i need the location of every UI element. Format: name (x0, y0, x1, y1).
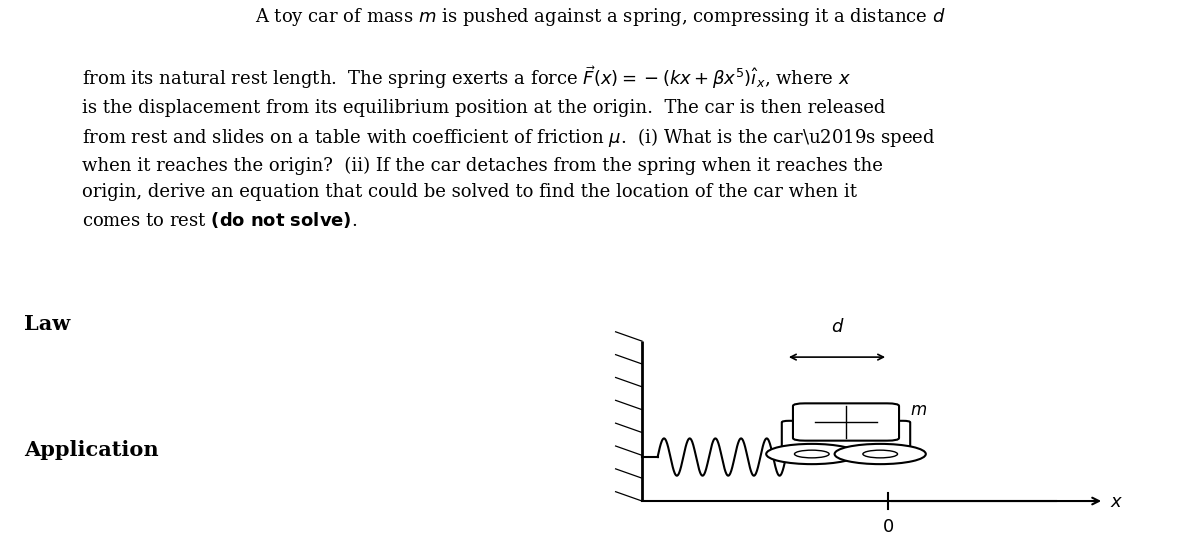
Circle shape (863, 450, 898, 458)
Text: $d$: $d$ (830, 318, 845, 336)
Text: $x$: $x$ (1110, 494, 1123, 511)
Text: $m$: $m$ (910, 402, 926, 419)
Text: from its natural rest length.  The spring exerts a force $\vec{F}(x) = -(kx + \b: from its natural rest length. The spring… (82, 64, 935, 230)
Circle shape (835, 444, 926, 464)
Text: Application: Application (24, 440, 158, 460)
FancyBboxPatch shape (782, 421, 910, 458)
Text: Law: Law (24, 314, 71, 335)
Text: A toy car of mass $m$ is pushed against a spring, compressing it a distance $d$: A toy car of mass $m$ is pushed against … (254, 6, 946, 28)
Circle shape (766, 444, 857, 464)
Text: $0$: $0$ (882, 518, 894, 533)
FancyBboxPatch shape (793, 403, 899, 441)
Circle shape (794, 450, 829, 458)
